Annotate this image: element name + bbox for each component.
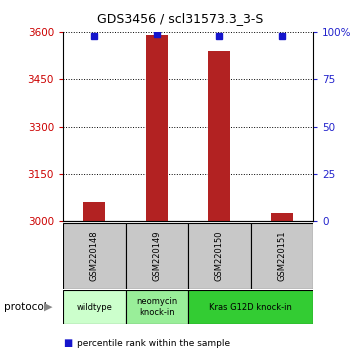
Bar <box>63 290 126 324</box>
Text: GDS3456 / scl31573.3_3-S: GDS3456 / scl31573.3_3-S <box>97 12 263 25</box>
Text: Kras G12D knock-in: Kras G12D knock-in <box>209 303 292 312</box>
Bar <box>126 290 188 324</box>
Bar <box>126 223 188 289</box>
Text: ■: ■ <box>63 338 72 348</box>
Text: ▶: ▶ <box>44 302 53 312</box>
Text: GSM220150: GSM220150 <box>215 230 224 281</box>
Bar <box>63 223 126 289</box>
Text: protocol: protocol <box>4 302 46 312</box>
Text: GSM220148: GSM220148 <box>90 230 99 281</box>
Text: percentile rank within the sample: percentile rank within the sample <box>77 339 230 348</box>
Bar <box>251 223 313 289</box>
Text: wildtype: wildtype <box>76 303 112 312</box>
Bar <box>271 213 293 221</box>
Text: GSM220149: GSM220149 <box>152 230 161 281</box>
Bar <box>146 35 168 221</box>
Bar <box>83 202 105 221</box>
Bar <box>188 223 251 289</box>
Text: neomycin
knock-in: neomycin knock-in <box>136 297 177 317</box>
Text: GSM220151: GSM220151 <box>278 230 287 281</box>
Bar <box>208 51 230 221</box>
Bar <box>188 290 313 324</box>
